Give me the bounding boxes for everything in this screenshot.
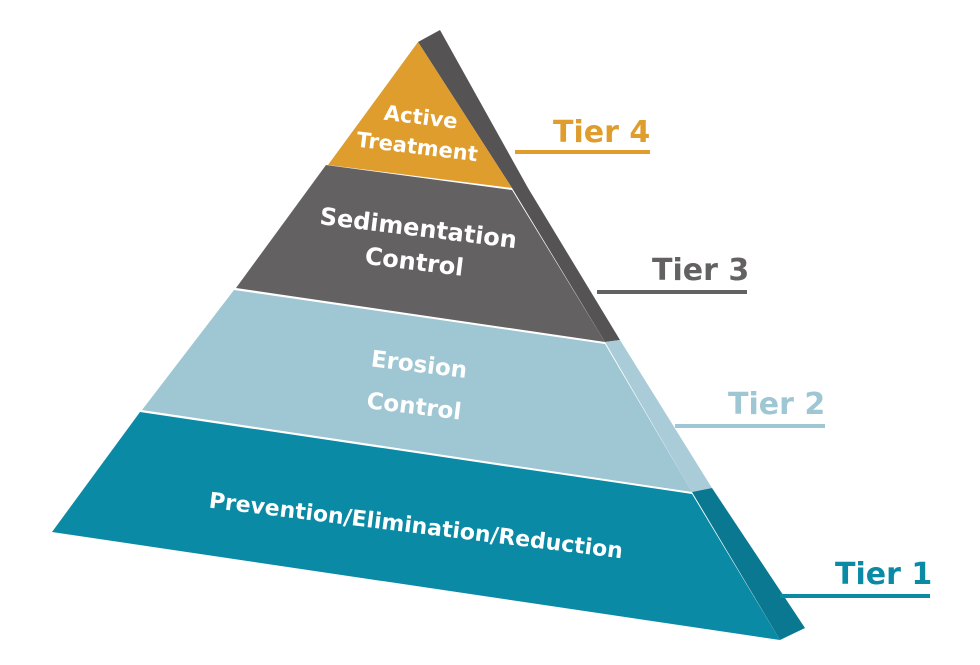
- tier4-front-face: [328, 42, 512, 188]
- tier1-front-face: [52, 412, 780, 640]
- tier4-side-face: [418, 30, 528, 188]
- tier4-label: Tier 4: [553, 115, 650, 150]
- tier2-side-face: [605, 340, 712, 492]
- tier2-front-face: [142, 290, 692, 492]
- tier3-side-face: [512, 188, 620, 342]
- tier2-label: Tier 2: [728, 387, 825, 422]
- tier3-label: Tier 3: [652, 253, 749, 288]
- tier1-side-face: [692, 488, 805, 640]
- tier3-front-face: [236, 165, 605, 342]
- tier1-label: Tier 1: [835, 557, 932, 592]
